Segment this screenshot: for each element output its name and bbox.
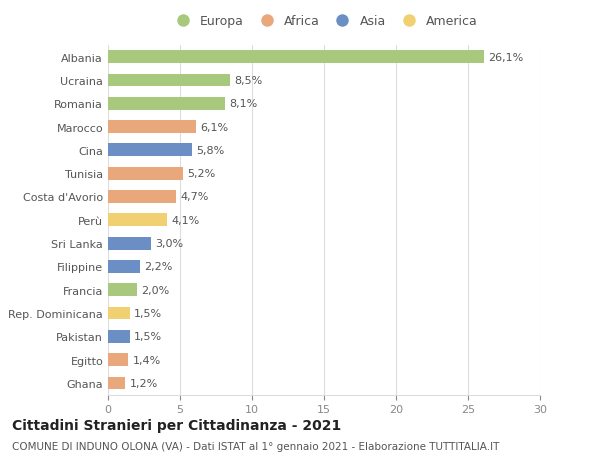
Bar [108,260,140,273]
Bar [108,377,125,390]
Bar [108,330,130,343]
Bar [108,121,196,134]
Text: 5,2%: 5,2% [187,169,215,179]
Bar [108,190,176,203]
Text: 8,1%: 8,1% [229,99,257,109]
Text: 2,2%: 2,2% [144,262,172,272]
Text: 8,5%: 8,5% [235,76,263,86]
Bar [108,214,167,227]
Text: COMUNE DI INDUNO OLONA (VA) - Dati ISTAT al 1° gennaio 2021 - Elaborazione TUTTI: COMUNE DI INDUNO OLONA (VA) - Dati ISTAT… [12,441,499,451]
Legend: Europa, Africa, Asia, America: Europa, Africa, Asia, America [165,10,483,33]
Text: 2,0%: 2,0% [141,285,169,295]
Bar [108,307,130,320]
Text: 4,1%: 4,1% [172,215,200,225]
Bar [108,168,183,180]
Text: 6,1%: 6,1% [200,122,228,132]
Bar [108,74,230,87]
Text: 3,0%: 3,0% [155,239,184,249]
Text: 1,2%: 1,2% [130,378,158,388]
Text: 4,7%: 4,7% [180,192,208,202]
Text: 26,1%: 26,1% [488,52,523,62]
Bar [108,51,484,64]
Bar [108,144,191,157]
Bar [108,237,151,250]
Text: 1,5%: 1,5% [134,308,162,319]
Text: 1,4%: 1,4% [133,355,161,365]
Text: 1,5%: 1,5% [134,331,162,341]
Bar [108,353,128,366]
Bar [108,98,224,111]
Bar [108,284,137,297]
Text: 5,8%: 5,8% [196,146,224,156]
Text: Cittadini Stranieri per Cittadinanza - 2021: Cittadini Stranieri per Cittadinanza - 2… [12,418,341,431]
